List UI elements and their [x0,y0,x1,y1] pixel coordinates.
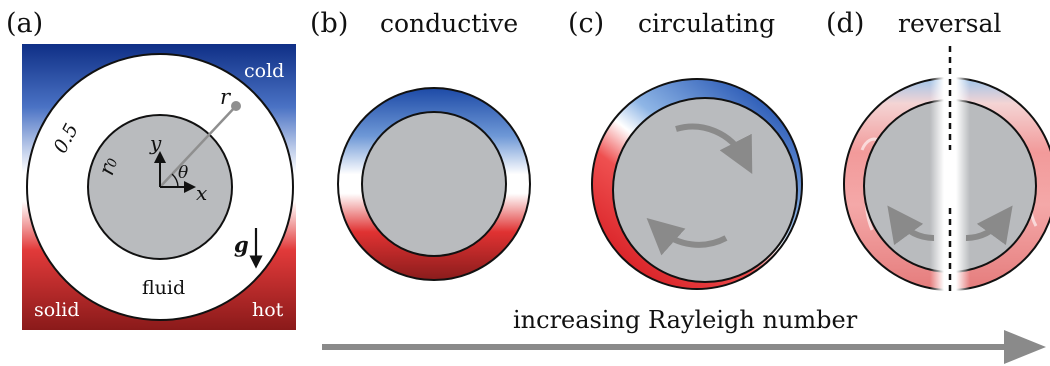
reversal-arrow-left [887,205,935,246]
label-axis-y: y [149,131,162,155]
rayleigh-caption: increasing Rayleigh number [513,306,858,334]
label-axis-x: x [196,181,207,205]
label-hot: hot [252,299,284,321]
panel-d-title: reversal [898,9,1001,38]
panel-b-conductive [337,87,531,281]
panel-c-title: circulating [638,9,775,38]
angle-arc [171,173,179,188]
label-solid: solid [34,299,80,321]
conductive-core [361,111,507,257]
panel-d-reversal [843,46,1050,300]
label-angle: θ [178,163,188,183]
radius-line [159,105,237,188]
flow-arrow-bottom [646,217,728,256]
label-point-r: r [220,85,232,109]
panel-d-label: (d) [826,8,864,39]
label-gravity: g [234,232,249,257]
label-cold: cold [244,60,284,82]
reversal-arrow-right [965,205,1013,246]
rayleigh-arrow-head [1004,330,1046,364]
point-marker [231,101,241,111]
panel-c-circulating [591,78,803,290]
panel-a-label: (a) [6,8,43,39]
panel-b-label: (b) [310,8,348,39]
panel-c-label: (c) [568,8,604,39]
panel-a-schematic: cold solid hot fluid 0.5 r r 0 y x θ g [22,44,296,330]
reversal-gap [930,70,970,300]
panel-b-title: conductive [380,9,518,38]
label-fluid: fluid [142,277,185,299]
flow-arrow-top [675,123,753,174]
